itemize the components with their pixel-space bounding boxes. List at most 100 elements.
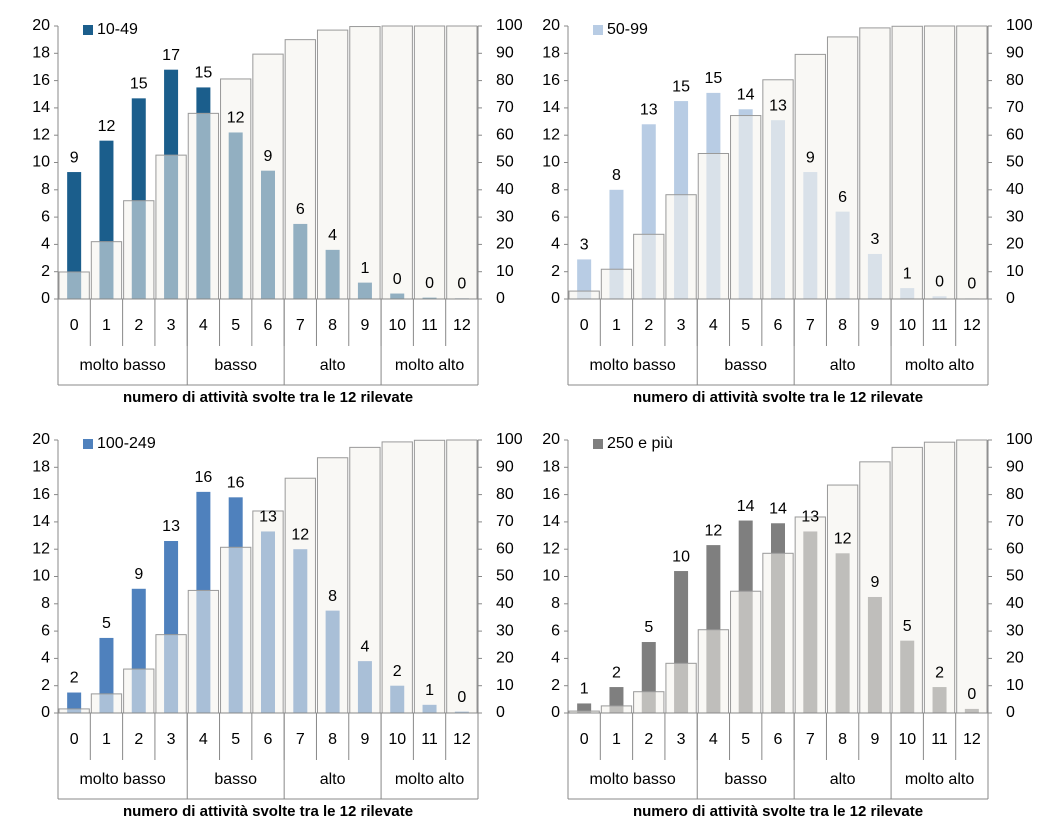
y-tick-label: 0 — [551, 290, 560, 307]
cumulative-bar — [891, 25, 923, 300]
x-tick-label: 6 — [264, 731, 273, 748]
x-tick-label: 5 — [741, 317, 750, 334]
value-label: 2 — [70, 670, 79, 687]
value-label: 16 — [227, 475, 245, 492]
value-label: 0 — [393, 271, 402, 288]
value-label: 12 — [291, 526, 309, 543]
group-label: alto — [320, 771, 346, 788]
cumulative-bar — [123, 668, 155, 714]
value-label: 12 — [704, 522, 722, 539]
x-tick-label: 7 — [806, 731, 815, 748]
y-tick-label: 4 — [551, 650, 560, 667]
x-axis-title: numero di attività svolte tra le 12 rile… — [123, 389, 413, 406]
x-tick-label: 9 — [360, 317, 369, 334]
x-tick-label: 8 — [838, 731, 847, 748]
x-tick-label: 12 — [963, 317, 981, 334]
y-tick-label: 6 — [551, 208, 560, 225]
value-label: 17 — [162, 47, 180, 64]
group-label: alto — [830, 771, 856, 788]
y2-tick-label: 60 — [496, 126, 514, 143]
value-label: 2 — [935, 664, 944, 681]
y-tick-label: 6 — [41, 622, 50, 639]
group-label: basso — [214, 357, 257, 374]
y-tick-label: 18 — [542, 45, 560, 62]
cumulative-bar — [252, 53, 284, 300]
value-label: 13 — [640, 101, 658, 118]
x-tick-label: 10 — [388, 317, 406, 334]
x-tick-label: 10 — [388, 731, 406, 748]
x-tick-label: 9 — [360, 731, 369, 748]
value-label: 15 — [704, 70, 722, 87]
x-tick-label: 6 — [264, 317, 273, 334]
value-label: 8 — [328, 588, 337, 605]
x-tick-label: 12 — [453, 731, 471, 748]
bar — [577, 703, 592, 713]
y-tick-label: 12 — [32, 126, 50, 143]
value-label: 0 — [457, 689, 466, 706]
y-tick-label: 8 — [551, 595, 560, 612]
y2-tick-label: 80 — [496, 72, 514, 89]
cumulative-bar — [956, 439, 988, 714]
value-label: 6 — [838, 189, 847, 206]
cumulative-bar — [600, 705, 633, 714]
y2-tick-label: 80 — [1006, 72, 1024, 89]
y2-tick-label: 50 — [1006, 568, 1024, 585]
x-tick-label: 0 — [70, 317, 79, 334]
value-label: 15 — [130, 76, 148, 93]
x-tick-label: 8 — [838, 317, 847, 334]
x-tick-label: 5 — [231, 317, 240, 334]
value-label: 1 — [360, 260, 369, 277]
y2-tick-label: 90 — [496, 459, 514, 476]
x-tick-label: 2 — [134, 731, 143, 748]
y2-tick-label: 100 — [496, 17, 523, 34]
x-tick-label: 0 — [580, 317, 589, 334]
y2-tick-label: 50 — [1006, 154, 1024, 171]
x-tick-label: 11 — [421, 317, 438, 334]
x-tick-label: 7 — [806, 317, 815, 334]
value-label: 9 — [806, 149, 815, 166]
y-tick-label: 10 — [542, 568, 560, 585]
y2-tick-label: 10 — [1006, 677, 1024, 694]
y2-tick-label: 40 — [1006, 595, 1024, 612]
group-label: basso — [724, 357, 767, 374]
y-tick-label: 2 — [551, 677, 560, 694]
legend-label: 100-249 — [97, 435, 156, 452]
y-tick-label: 4 — [41, 236, 50, 253]
y2-tick-label: 20 — [496, 236, 514, 253]
cumulative-bar — [633, 691, 665, 714]
value-label: 2 — [612, 664, 621, 681]
x-tick-label: 2 — [644, 317, 653, 334]
x-tick-label: 1 — [102, 317, 111, 334]
x-tick-label: 3 — [167, 317, 176, 334]
cumulative-bar — [665, 662, 697, 714]
cumulative-bar — [316, 457, 349, 714]
y-tick-label: 14 — [32, 99, 50, 116]
y2-tick-label: 30 — [496, 622, 514, 639]
cumulative-bar — [316, 29, 349, 300]
cumulative-bar — [123, 200, 155, 300]
legend-swatch — [83, 439, 93, 449]
x-tick-label: 1 — [102, 731, 111, 748]
cumulative-bar — [633, 233, 665, 300]
x-axis-title: numero di attività svolte tra le 12 rile… — [633, 389, 923, 406]
cumulative-bar — [284, 477, 316, 714]
y2-tick-label: 90 — [496, 45, 514, 62]
y2-tick-label: 40 — [496, 595, 514, 612]
y-tick-label: 12 — [542, 126, 560, 143]
cumulative-bar — [252, 510, 284, 714]
y-tick-label: 8 — [41, 181, 50, 198]
y-tick-label: 20 — [32, 17, 50, 34]
legend-label: 10-49 — [97, 21, 138, 38]
value-label: 12 — [98, 118, 116, 135]
legend-swatch — [83, 25, 93, 35]
bar — [67, 692, 82, 713]
cumulative-bar — [349, 446, 381, 714]
cumulative-bar — [697, 152, 730, 300]
x-tick-label: 0 — [70, 731, 79, 748]
bar — [577, 259, 592, 299]
x-tick-label: 12 — [963, 731, 981, 748]
value-label: 8 — [612, 167, 621, 184]
y2-tick-label: 70 — [1006, 513, 1024, 530]
group-label: molto alto — [395, 771, 464, 788]
